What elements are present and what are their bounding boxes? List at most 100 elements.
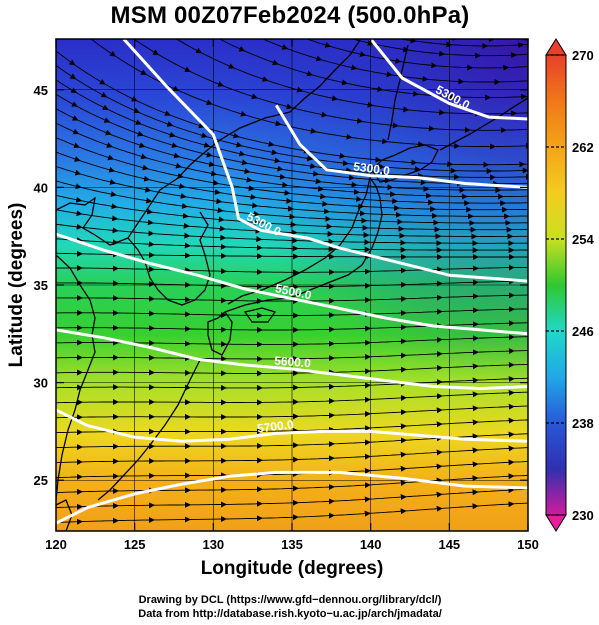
streamline xyxy=(56,64,528,172)
colorbar-tick-label: 262 xyxy=(572,140,594,155)
wind-arrow xyxy=(74,169,82,176)
contour-line xyxy=(56,328,528,390)
wind-arrow xyxy=(73,156,81,162)
colorbar-tick-label: 238 xyxy=(572,416,594,431)
wind-arrow xyxy=(109,50,117,57)
coastline-japan-shikoku xyxy=(243,307,277,323)
wind-arrow xyxy=(272,59,279,66)
wind-arrow xyxy=(251,93,258,100)
wind-arrow xyxy=(72,128,80,135)
wind-arrow xyxy=(68,59,76,66)
streamline xyxy=(56,266,528,273)
wind-arrow xyxy=(214,188,221,195)
wind-arrow xyxy=(104,129,112,136)
coastline-kurils xyxy=(439,97,528,151)
streamline xyxy=(56,322,528,331)
streamline xyxy=(56,194,528,231)
streamline xyxy=(56,209,528,237)
wind-arrow xyxy=(274,157,281,164)
wind-arrow xyxy=(339,152,346,159)
wind-arrow xyxy=(275,120,282,127)
streamline xyxy=(56,419,528,434)
wind-arrow xyxy=(107,154,115,161)
streamline xyxy=(56,350,528,360)
wind-arrow xyxy=(402,46,410,53)
colorbar-ticks: 270 262 254 246 238 230 xyxy=(546,48,594,523)
contour-label: 5700.0 xyxy=(256,417,294,435)
wind-arrow xyxy=(111,215,119,222)
wind-arrow xyxy=(184,66,191,72)
streamline xyxy=(56,377,528,389)
chart-title: MSM 00Z07Feb2024 (500.0hPa) xyxy=(110,2,470,29)
wind-arrow xyxy=(169,131,176,138)
y-tick-label: 35 xyxy=(34,278,48,293)
wind-arrow xyxy=(208,161,216,168)
wind-arrow xyxy=(75,196,83,203)
wind-arrow xyxy=(241,159,248,166)
contour-line xyxy=(56,408,528,443)
wind-arrow xyxy=(177,172,184,179)
wind-arrow xyxy=(100,91,108,98)
streamline xyxy=(56,180,528,224)
colorbar-tick-label: 270 xyxy=(572,48,594,63)
streamline xyxy=(305,39,528,69)
wind-arrow xyxy=(166,121,174,127)
wind-arrow xyxy=(367,101,374,108)
wind-arrow xyxy=(315,178,322,185)
streamline xyxy=(56,391,528,404)
coastline-japan-kyushu xyxy=(207,311,233,356)
x-tick-label: 135 xyxy=(281,537,303,552)
wind-arrow xyxy=(395,57,402,64)
wind-arrow xyxy=(286,103,293,110)
wind-arrow xyxy=(198,122,205,129)
colorbar-tick-label: 254 xyxy=(572,232,594,247)
colorbar-tick-label: 230 xyxy=(572,508,594,523)
wind-arrow xyxy=(99,78,106,85)
wind-arrow xyxy=(310,127,317,134)
x-axis-ticks: 120 125 130 135 140 145 150 xyxy=(45,39,539,552)
wind-arrow xyxy=(341,79,349,86)
wind-arrow xyxy=(240,110,247,117)
wind-arrow xyxy=(281,44,289,50)
contour-label: 5600.0 xyxy=(274,353,312,370)
streamline xyxy=(56,223,528,244)
wind-arrow xyxy=(279,173,286,180)
contour-line xyxy=(275,104,528,189)
streamline xyxy=(56,447,528,464)
x-axis-title: Longitude (degrees) xyxy=(201,558,384,579)
contour-line xyxy=(122,39,528,283)
wind-arrow xyxy=(171,142,178,148)
wind-arrow xyxy=(277,165,284,172)
streamline xyxy=(56,488,528,509)
streamline xyxy=(56,280,528,288)
wind-arrow xyxy=(146,208,154,215)
streamline xyxy=(56,294,528,302)
wind-arrow xyxy=(203,142,211,148)
wind-arrow xyxy=(359,51,367,58)
wind-arrow xyxy=(131,95,138,102)
wind-arrow xyxy=(377,86,384,93)
wind-arrow xyxy=(145,197,153,204)
contour-line xyxy=(369,39,528,121)
streamline xyxy=(56,252,528,258)
contour-line xyxy=(56,470,528,525)
streamline xyxy=(56,474,528,494)
wind-arrow xyxy=(102,104,109,110)
coastline-japan-honshu xyxy=(224,176,383,313)
streamline xyxy=(56,461,528,479)
wind-arrow xyxy=(108,166,116,173)
wind-arrow xyxy=(238,46,246,52)
wind-arrow xyxy=(350,64,358,71)
y-tick-label: 25 xyxy=(34,473,48,488)
wind-arrow xyxy=(296,86,304,93)
y-axis-title: Latitude (degrees) xyxy=(6,203,27,368)
wind-arrow xyxy=(248,185,255,192)
x-tick-label: 125 xyxy=(124,537,146,552)
credit-drawing: Drawing by DCL (https://www.gfd−dennou.o… xyxy=(138,594,442,606)
colorbar-tick-label: 246 xyxy=(572,324,594,339)
wind-arrow xyxy=(109,179,117,185)
wind-arrow xyxy=(306,155,314,162)
x-tick-label: 150 xyxy=(517,537,539,552)
